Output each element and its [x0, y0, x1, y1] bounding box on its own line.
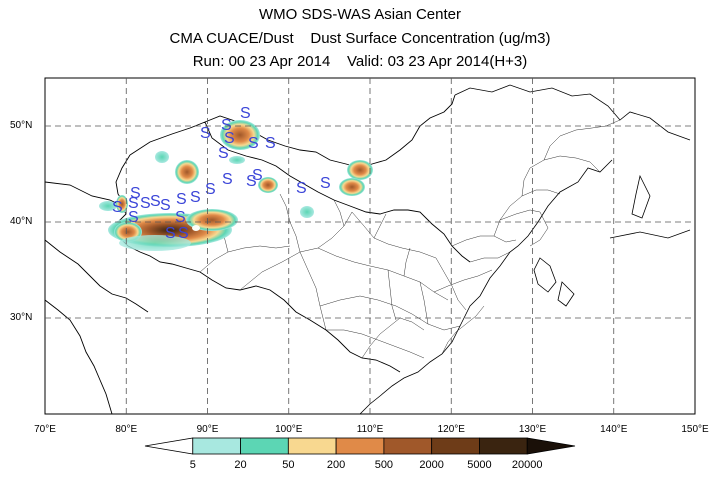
observation-s-marker: S	[248, 135, 259, 152]
observation-s-marker: S	[130, 185, 141, 202]
colorbar-tick-label: 20	[234, 459, 247, 471]
colorbar-segment	[144, 437, 194, 455]
colorbar-segment	[383, 437, 433, 455]
colorbar-tick-label: 500	[374, 459, 394, 471]
longitude-tick-label: 120°E	[437, 424, 465, 435]
longitude-tick-label: 140°E	[600, 424, 628, 435]
title-line-1: WMO SDS-WAS Asian Center	[259, 6, 461, 23]
observation-s-marker: S	[224, 130, 235, 147]
latitude-tick-label: 50°N	[10, 120, 33, 131]
observation-s-marker: S	[190, 189, 201, 206]
observation-s-marker: S	[140, 195, 151, 212]
observation-s-marker: S	[218, 145, 229, 162]
observation-s-marker: S	[221, 117, 232, 134]
colorbar-tick-label: 200	[326, 459, 346, 471]
longitude-tick-label: 80°E	[115, 424, 138, 435]
observation-s-marker: S	[200, 125, 211, 142]
observation-s-marker: S	[240, 105, 251, 122]
observation-s-marker: S	[296, 180, 307, 197]
colorbar	[144, 437, 576, 455]
coastline	[359, 84, 691, 414]
longitude-tick-label: 70°E	[34, 424, 56, 435]
graticule	[45, 78, 695, 414]
observation-s-marker: S	[320, 175, 331, 192]
longitude-tick-label: 130°E	[518, 424, 547, 435]
observation-s-marker: S	[176, 191, 187, 208]
colorbar-segment	[479, 437, 528, 455]
longitude-tick-label: 90°E	[196, 424, 219, 435]
colorbar-tick-label: 20000	[511, 459, 543, 471]
observation-s-marker: S	[128, 195, 139, 212]
colorbar-tick-label: 2000	[419, 459, 444, 471]
colorbar-tick-label: 5	[189, 459, 196, 471]
colorbar-segment	[335, 437, 385, 455]
colorbar-segment	[287, 437, 337, 455]
observation-s-marker: S	[246, 173, 257, 190]
title-line-2: CMA CUACE/Dust Dust Surface Concentratio…	[169, 30, 551, 47]
observation-s-marker: S	[252, 167, 263, 184]
observation-s-marker: S	[222, 171, 233, 188]
dust-concentration-field	[99, 120, 373, 251]
longitude-tick-label: 100°E	[275, 424, 303, 435]
observation-s-marker: S	[175, 209, 186, 226]
latitude-tick-label: 40°N	[10, 216, 33, 227]
observation-s-marker: S	[160, 197, 171, 214]
colorbar-segment	[526, 437, 576, 455]
observation-s-marker: S	[150, 193, 161, 210]
colorbar-segment	[431, 437, 480, 455]
colorbar-tick-label: 50	[282, 459, 295, 471]
observation-s-marker: S	[128, 209, 139, 226]
colorbar-segment	[192, 437, 241, 455]
title-line-3: Run: 00 23 Apr 2014 Valid: 03 23 Apr 201…	[192, 53, 528, 70]
observation-s-marker: S	[205, 181, 216, 198]
observation-s-marker: S	[165, 225, 176, 242]
longitude-tick-label: 110°E	[356, 424, 384, 435]
country-borders	[45, 94, 471, 414]
observation-s-marker: S	[178, 225, 189, 242]
latitude-tick-label: 30°N	[10, 312, 33, 323]
observation-s-marker: S	[112, 199, 123, 216]
colorbar-segment	[240, 437, 289, 455]
observation-s-marker: S	[265, 135, 276, 152]
longitude-tick-label: 150°E	[681, 424, 709, 435]
colorbar-tick-label: 5000	[467, 459, 492, 471]
